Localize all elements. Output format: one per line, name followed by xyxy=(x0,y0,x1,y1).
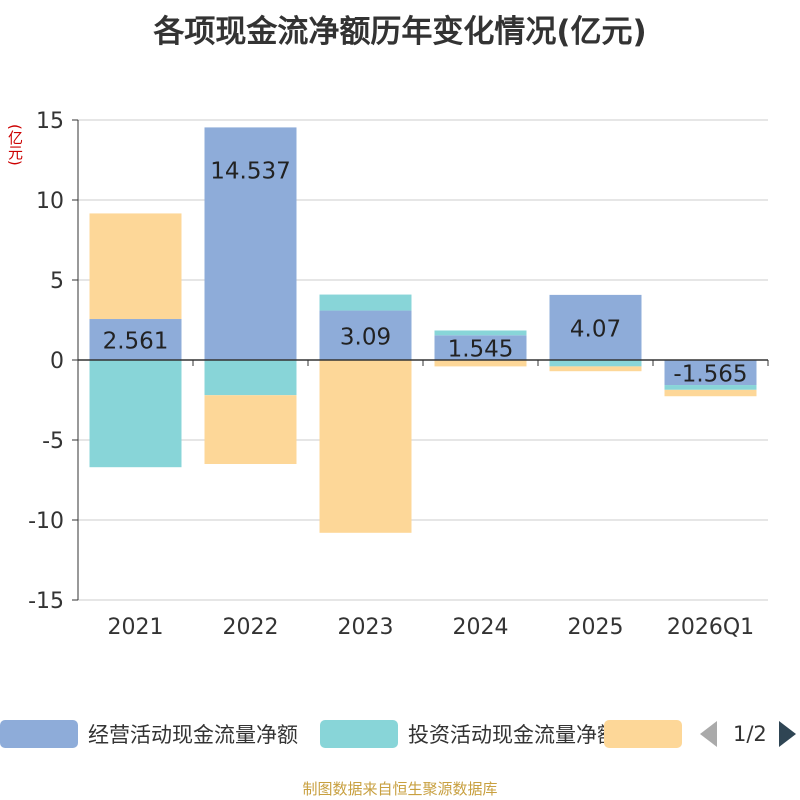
bar-series1-2021 xyxy=(89,360,182,468)
bar-series2-2023 xyxy=(319,360,412,533)
y-axis-unit: (亿元) xyxy=(6,124,24,166)
bar-series1-2026Q1 xyxy=(664,385,757,390)
bar-series2-2022 xyxy=(204,395,297,464)
y-tick-label: -10 xyxy=(28,509,64,534)
chart-area: 15 10 5 0 -5 -10 -15 2.561 14.537 3.09 1.545 4.07 -1… xyxy=(28,109,769,640)
bar-series1-2025 xyxy=(549,360,642,367)
y-tick-label: 5 xyxy=(50,269,64,294)
legend-swatch xyxy=(320,720,398,748)
bar-series2-2026Q1 xyxy=(664,389,757,397)
y-tick-label: 15 xyxy=(36,109,64,134)
legend-item-financing[interactable] xyxy=(604,716,682,752)
bar-series0-2024 xyxy=(434,335,527,360)
prev-page-icon[interactable] xyxy=(700,721,717,747)
legend-page-indicator: 1/2 xyxy=(733,722,767,746)
y-tick-label: 0 xyxy=(50,349,64,374)
x-tick-label: 2025 xyxy=(568,615,624,640)
source-note: 制图数据来自恒生聚源数据库 xyxy=(302,780,498,798)
data-label: 2.561 xyxy=(103,329,169,355)
legend-label: 经营活动现金流量净额 xyxy=(88,723,298,747)
x-tick-label: 2024 xyxy=(453,615,509,640)
bar-series2-2021 xyxy=(89,213,182,320)
bar-series0-2025 xyxy=(549,294,642,360)
data-label: 14.537 xyxy=(210,158,290,184)
bar-series2-2025 xyxy=(549,366,642,372)
bar-series0-2026Q1 xyxy=(664,360,757,386)
y-tick-label: -15 xyxy=(28,589,64,614)
chart-title: 各项现金流净额历年变化情况(亿元) xyxy=(153,14,647,50)
bar-series1-2023 xyxy=(319,294,412,311)
x-tick-label: 2023 xyxy=(338,615,394,640)
y-tick-label: 10 xyxy=(36,189,64,214)
data-label: -1.565 xyxy=(673,362,747,388)
legend-item-investing[interactable]: 投资活动现金流量净额 xyxy=(320,716,618,752)
y-tick-label: -5 xyxy=(42,429,64,454)
bar-series1-2024 xyxy=(434,330,527,336)
bar-series0-2021 xyxy=(89,319,182,360)
bar-series2-2024 xyxy=(434,360,527,367)
x-tick-label: 2022 xyxy=(223,615,279,640)
data-label: 4.07 xyxy=(570,316,621,342)
bar-series0-2023 xyxy=(319,310,412,360)
next-page-icon[interactable] xyxy=(778,721,796,747)
data-label: 1.545 xyxy=(448,337,514,363)
x-tick-label: 2026Q1 xyxy=(667,615,754,640)
legend-label: 投资活动现金流量净额 xyxy=(408,723,618,747)
bar-series1-2022 xyxy=(204,360,297,396)
bar-series0-2022 xyxy=(204,127,297,361)
legend-swatch xyxy=(0,720,78,748)
data-label: 3.09 xyxy=(340,324,391,350)
legend-pager: 1/2 xyxy=(700,716,796,752)
x-tick-label: 2021 xyxy=(108,615,164,640)
legend-swatch xyxy=(604,720,682,748)
legend: 经营活动现金流量净额 投资活动现金流量净额 1/2 xyxy=(0,716,800,756)
legend-item-operating[interactable]: 经营活动现金流量净额 xyxy=(0,716,298,752)
